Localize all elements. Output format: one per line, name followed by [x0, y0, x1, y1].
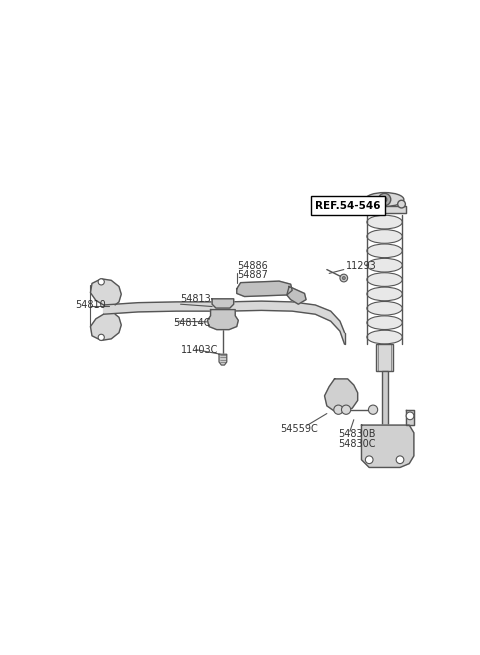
- Circle shape: [396, 456, 404, 464]
- Circle shape: [369, 405, 378, 415]
- Polygon shape: [212, 299, 234, 308]
- Polygon shape: [287, 286, 306, 304]
- Circle shape: [334, 405, 343, 415]
- Circle shape: [364, 200, 372, 208]
- Text: 54813: 54813: [180, 294, 211, 304]
- Polygon shape: [90, 314, 121, 341]
- Ellipse shape: [365, 193, 404, 206]
- Ellipse shape: [367, 272, 402, 286]
- Polygon shape: [90, 279, 121, 305]
- Text: 54830B: 54830B: [338, 429, 376, 440]
- Bar: [376, 345, 393, 371]
- Circle shape: [342, 276, 345, 280]
- Bar: [382, 371, 388, 433]
- Polygon shape: [324, 379, 358, 411]
- Circle shape: [378, 193, 391, 206]
- Ellipse shape: [367, 301, 402, 315]
- Polygon shape: [207, 310, 238, 329]
- Circle shape: [398, 200, 406, 208]
- Text: 54814C: 54814C: [173, 318, 210, 328]
- Text: 54886: 54886: [237, 261, 267, 271]
- Ellipse shape: [367, 215, 402, 229]
- Polygon shape: [104, 301, 345, 345]
- Ellipse shape: [367, 287, 402, 301]
- Circle shape: [406, 412, 414, 420]
- Text: 11293: 11293: [346, 261, 377, 271]
- Polygon shape: [406, 409, 414, 425]
- Circle shape: [98, 279, 104, 285]
- Text: 54810: 54810: [75, 300, 106, 310]
- Text: 54830C: 54830C: [338, 439, 376, 449]
- Ellipse shape: [367, 258, 402, 272]
- Text: 54559C: 54559C: [281, 424, 318, 434]
- Polygon shape: [219, 354, 227, 365]
- Ellipse shape: [367, 244, 402, 257]
- Text: 11403C: 11403C: [180, 345, 218, 354]
- Circle shape: [341, 405, 351, 415]
- Polygon shape: [363, 206, 406, 214]
- Ellipse shape: [367, 230, 402, 243]
- Circle shape: [365, 456, 373, 464]
- Circle shape: [98, 334, 104, 341]
- Polygon shape: [237, 281, 292, 297]
- Text: REF.54-546: REF.54-546: [315, 200, 381, 211]
- Circle shape: [340, 274, 348, 282]
- Text: 54887: 54887: [237, 270, 268, 280]
- Ellipse shape: [367, 330, 402, 344]
- Circle shape: [382, 197, 387, 202]
- Ellipse shape: [367, 316, 402, 329]
- Polygon shape: [361, 425, 414, 468]
